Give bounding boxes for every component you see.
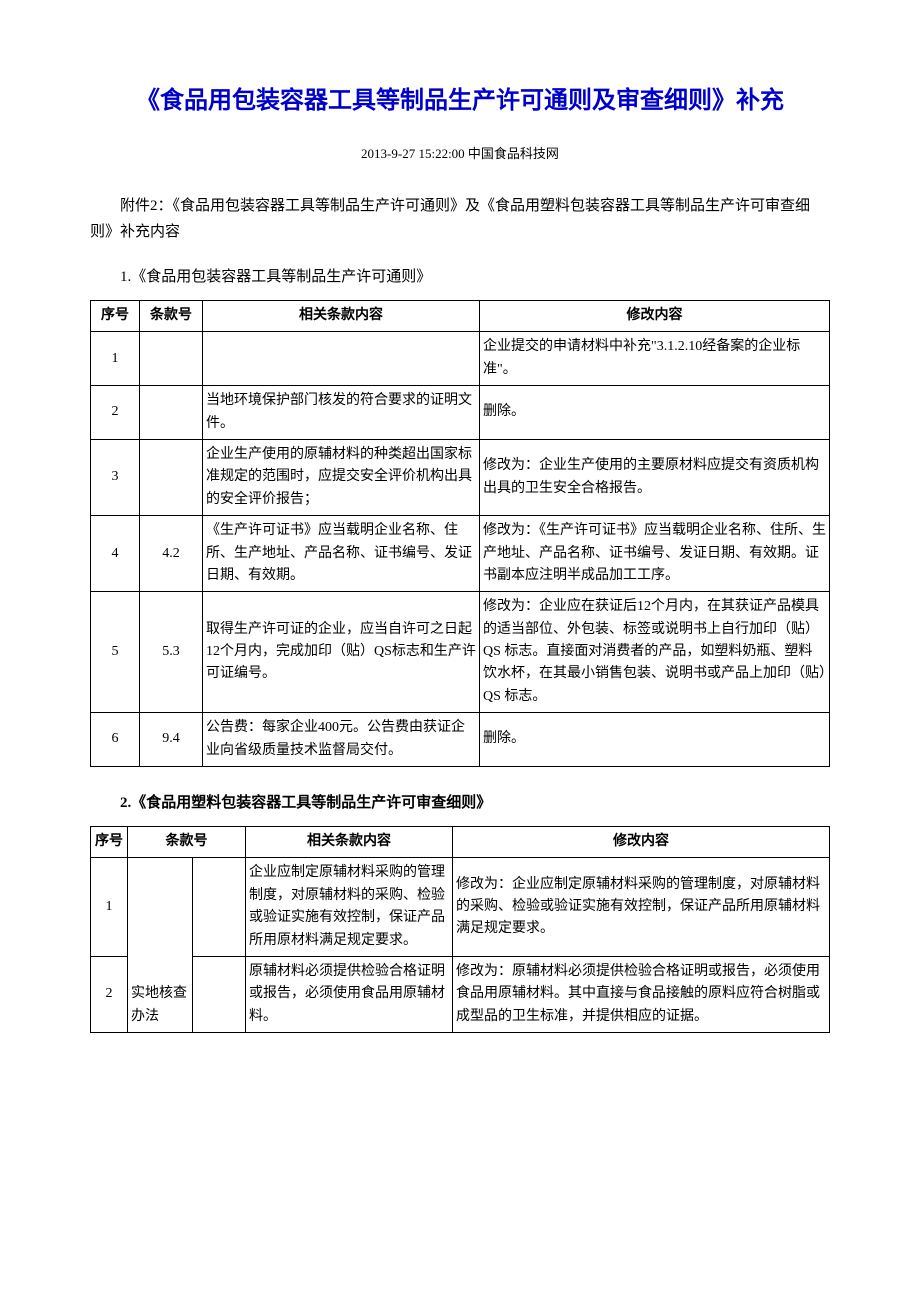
cell-content: 《生产许可证书》应当载明企业名称、住所、生产地址、产品名称、证书编号、发证日期、… <box>203 516 480 592</box>
table-row: 4 4.2 《生产许可证书》应当载明企业名称、住所、生产地址、产品名称、证书编号… <box>91 516 830 592</box>
table-row: 5 5.3 取得生产许可证的企业，应当自许可之日起12个月内，完成加印（贴）QS… <box>91 592 830 713</box>
table-2-header-change: 修改内容 <box>453 827 830 858</box>
cell-clause <box>140 439 203 515</box>
table-row: 2 原辅材料必须提供检验合格证明或报告，必须使用食品用原辅材料。 修改为：原辅材… <box>91 956 830 1032</box>
cell-clause <box>140 332 203 386</box>
cell-seq: 4 <box>91 516 140 592</box>
table-2-header-content: 相关条款内容 <box>246 827 453 858</box>
table-1-header-change: 修改内容 <box>480 301 830 332</box>
table-2: 序号 条款号 相关条款内容 修改内容 1 实地核查办法 企业应制定原辅材料采购的… <box>90 826 830 1033</box>
cell-change: 企业提交的申请材料中补充"3.1.2.10经备案的企业标准"。 <box>480 332 830 386</box>
cell-content <box>203 332 480 386</box>
cell-clause: 4.2 <box>140 516 203 592</box>
section-2-heading: 2.《食品用塑料包装容器工具等制品生产许可审查细则》 <box>90 791 830 812</box>
cell-content: 公告费：每家企业400元。公告费由获证企业向省级质量技术监督局交付。 <box>203 713 480 767</box>
cell-seq: 5 <box>91 592 140 713</box>
table-row: 3 企业生产使用的原辅材料的种类超出国家标准规定的范围时，应提交安全评价机构出具… <box>91 439 830 515</box>
table-2-header-row: 序号 条款号 相关条款内容 修改内容 <box>91 827 830 858</box>
document-meta: 2013-9-27 15:22:00 中国食品科技网 <box>90 143 830 162</box>
table-1-header-seq: 序号 <box>91 301 140 332</box>
section-1-heading: 1.《食品用包装容器工具等制品生产许可通则》 <box>90 265 830 286</box>
table-1-header-content: 相关条款内容 <box>203 301 480 332</box>
table-row: 1 企业提交的申请材料中补充"3.1.2.10经备案的企业标准"。 <box>91 332 830 386</box>
cell-content: 企业生产使用的原辅材料的种类超出国家标准规定的范围时，应提交安全评价机构出具的安… <box>203 439 480 515</box>
table-2-header-clause: 条款号 <box>128 827 246 858</box>
intro-paragraph: 附件2：《食品用包装容器工具等制品生产许可通则》及《食品用塑料包装容器工具等制品… <box>90 194 830 245</box>
cell-seq: 1 <box>91 858 128 957</box>
cell-clause-b <box>193 858 246 957</box>
cell-clause-b <box>193 956 246 1032</box>
cell-seq: 6 <box>91 713 140 767</box>
cell-content: 企业应制定原辅材料采购的管理制度，对原辅材料的采购、检验或验证实施有效控制，保证… <box>246 858 453 957</box>
cell-clause: 9.4 <box>140 713 203 767</box>
cell-seq: 2 <box>91 956 128 1032</box>
cell-change: 修改为：企业应在获证后12个月内，在其获证产品模具的适当部位、外包装、标签或说明… <box>480 592 830 713</box>
table-row: 6 9.4 公告费：每家企业400元。公告费由获证企业向省级质量技术监督局交付。… <box>91 713 830 767</box>
table-row: 1 实地核查办法 企业应制定原辅材料采购的管理制度，对原辅材料的采购、检验或验证… <box>91 858 830 957</box>
cell-content: 原辅材料必须提供检验合格证明或报告，必须使用食品用原辅材料。 <box>246 956 453 1032</box>
table-1: 序号 条款号 相关条款内容 修改内容 1 企业提交的申请材料中补充"3.1.2.… <box>90 300 830 767</box>
cell-change: 修改为：原辅材料必须提供检验合格证明或报告，必须使用食品用原辅材料。其中直接与食… <box>453 956 830 1032</box>
cell-change: 删除。 <box>480 713 830 767</box>
table-row: 2 当地环境保护部门核发的符合要求的证明文件。 删除。 <box>91 386 830 440</box>
table-2-header-seq: 序号 <box>91 827 128 858</box>
document-title: 《食品用包装容器工具等制品生产许可通则及审查细则》补充 <box>90 80 830 115</box>
cell-change: 修改为：企业应制定原辅材料采购的管理制度，对原辅材料的采购、检验或验证实施有效控… <box>453 858 830 957</box>
cell-content: 取得生产许可证的企业，应当自许可之日起12个月内，完成加印（贴）QS标志和生产许… <box>203 592 480 713</box>
cell-seq: 2 <box>91 386 140 440</box>
cell-clause <box>140 386 203 440</box>
cell-content: 当地环境保护部门核发的符合要求的证明文件。 <box>203 386 480 440</box>
cell-change: 删除。 <box>480 386 830 440</box>
cell-change: 修改为：《生产许可证书》应当载明企业名称、住所、生产地址、产品名称、证书编号、发… <box>480 516 830 592</box>
cell-clause-group: 实地核查办法 <box>128 858 193 1033</box>
cell-clause: 5.3 <box>140 592 203 713</box>
cell-seq: 3 <box>91 439 140 515</box>
cell-seq: 1 <box>91 332 140 386</box>
cell-change: 修改为：企业生产使用的主要原材料应提交有资质机构出具的卫生安全合格报告。 <box>480 439 830 515</box>
table-1-header-clause: 条款号 <box>140 301 203 332</box>
table-1-header-row: 序号 条款号 相关条款内容 修改内容 <box>91 301 830 332</box>
